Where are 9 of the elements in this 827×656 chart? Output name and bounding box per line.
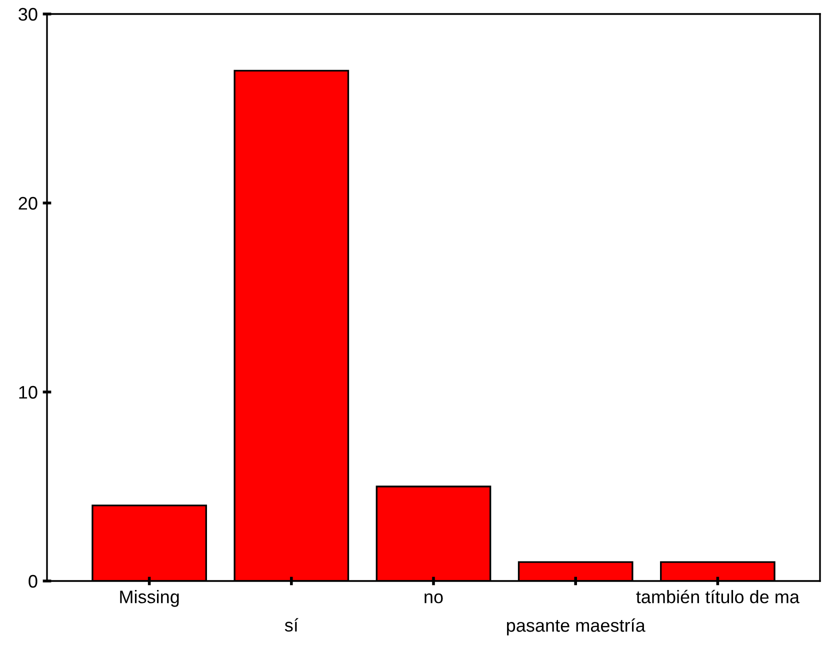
x-tick-label: sí <box>284 618 298 632</box>
x-tick-label: Missing <box>120 590 179 607</box>
y-tick-label: 30 <box>18 8 38 21</box>
y-tick-label: 20 <box>18 196 38 210</box>
y-tick-label: 0 <box>28 574 38 588</box>
x-tick-label: pasante maestría <box>507 618 646 636</box>
x-tick-label: también título de ma <box>636 590 800 604</box>
y-tick-label: 10 <box>19 386 38 399</box>
x-tick-label: no <box>424 593 443 604</box>
